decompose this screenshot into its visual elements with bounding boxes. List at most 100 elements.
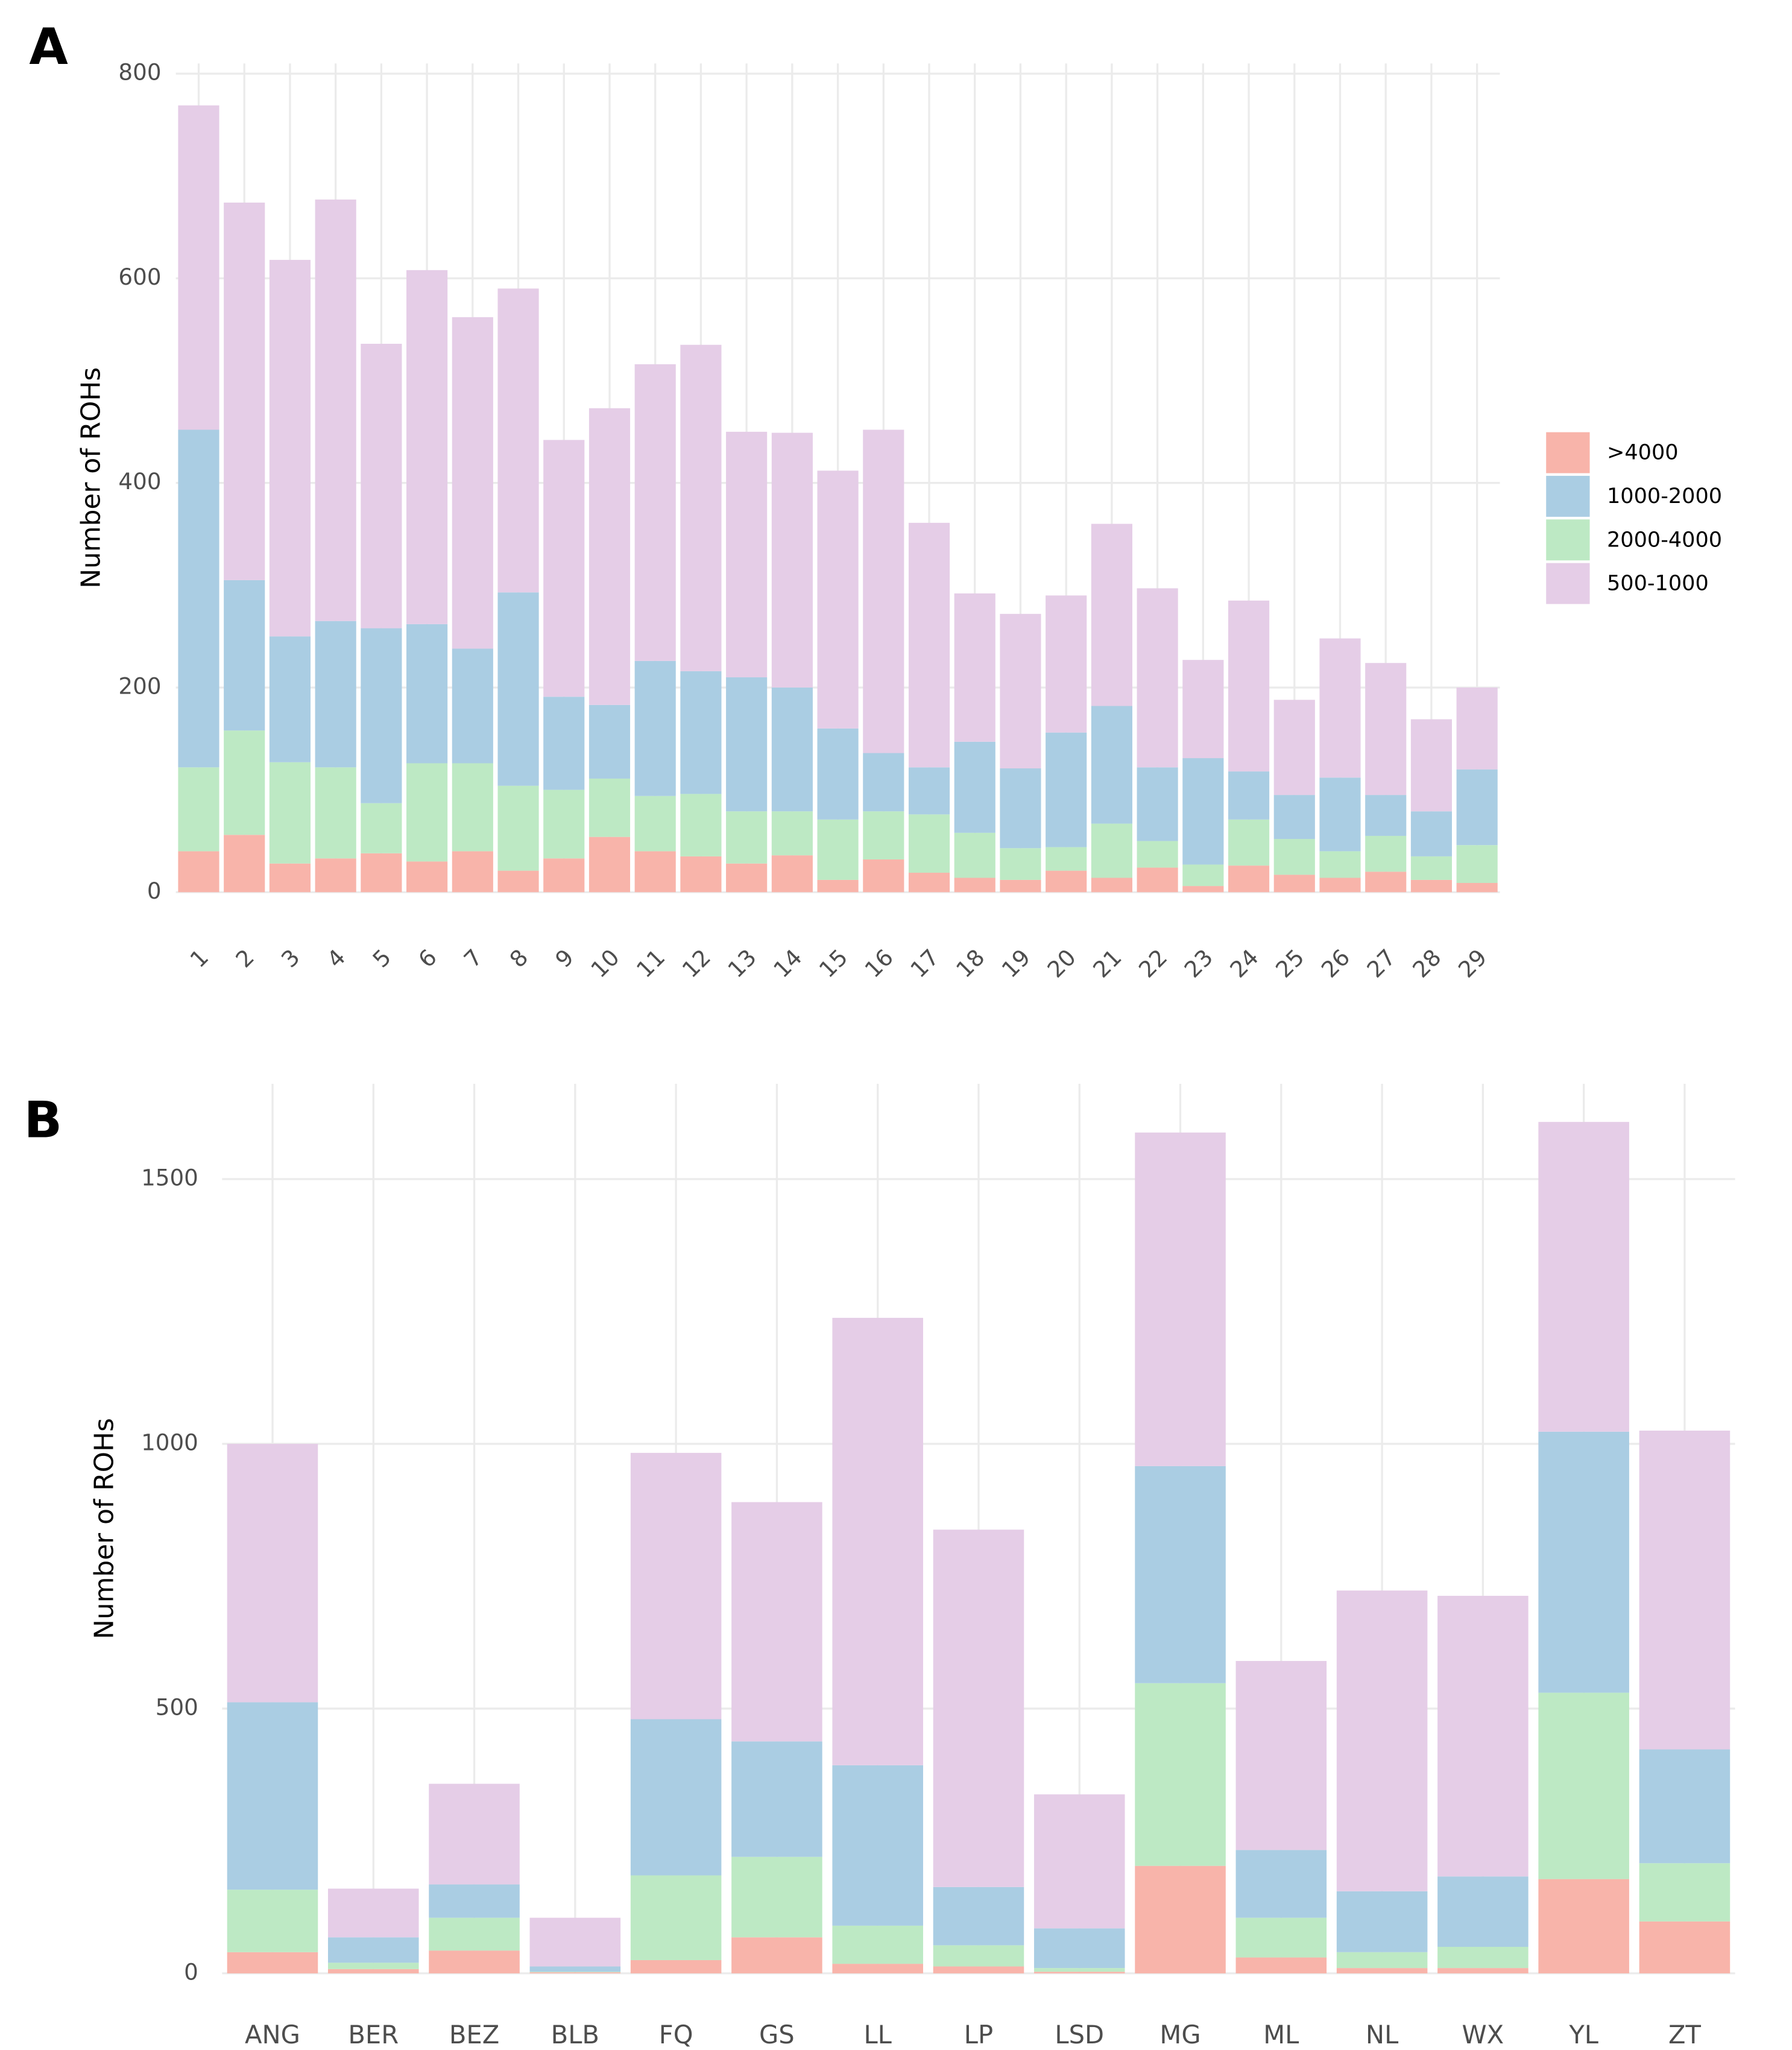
bar-segment: [227, 1443, 318, 1703]
bar-segment: [832, 1765, 923, 1926]
bar-segment: [1538, 1431, 1629, 1693]
bar-segment: [933, 1887, 1024, 1946]
y-tick-label: 200: [118, 672, 161, 699]
bar-segment: [361, 853, 402, 893]
x-tick-label: 13: [722, 944, 762, 983]
bar-segment: [227, 1702, 318, 1890]
bar-segment: [452, 763, 493, 852]
bar-segment: [1000, 613, 1041, 768]
bar-segment: [429, 1783, 520, 1885]
bar-segment: [1033, 1928, 1125, 1969]
x-tick-label: 23: [1179, 944, 1218, 983]
bar-segment: [1273, 700, 1315, 796]
x-tick-label: 4: [322, 944, 351, 973]
legend-label: 2000-4000: [1607, 527, 1722, 552]
bar-segment: [832, 1964, 923, 1973]
bar-segment: [933, 1530, 1024, 1887]
bar-segment: [1319, 638, 1361, 778]
bar-segment: [1639, 1431, 1730, 1750]
bar-segment: [630, 1875, 722, 1960]
bar-segment: [1000, 879, 1041, 893]
bar-segment: [588, 837, 631, 893]
bar-segment: [497, 785, 539, 871]
x-tick-label: 1: [185, 944, 213, 973]
bar-segment: [954, 832, 995, 878]
bar-segment: [726, 431, 768, 678]
bar-segment: [1639, 1921, 1730, 1973]
bar-segment: [224, 730, 265, 835]
x-tick-label: BEZ: [449, 2020, 499, 2049]
bar-segment: [634, 796, 676, 852]
bar-segment: [1456, 769, 1498, 846]
bar-segment: [863, 429, 904, 753]
bar-segment: [315, 199, 356, 621]
bar-segment: [1336, 1891, 1428, 1952]
bar-segment: [1137, 867, 1178, 893]
bar-segment: [178, 105, 219, 430]
legend-swatch: [1546, 563, 1590, 604]
bar-segment: [954, 593, 995, 742]
bar-segment: [1091, 524, 1132, 706]
bar-segment: [1336, 1590, 1428, 1891]
x-tick-label: 15: [814, 944, 853, 983]
x-tick-label: 9: [550, 944, 579, 973]
bar-segment: [429, 1950, 520, 1973]
x-tick-label: 24: [1225, 944, 1264, 983]
x-tick-label: BLB: [551, 2020, 599, 2049]
bar-segment: [1437, 1595, 1529, 1877]
bar-segment: [630, 1960, 722, 1973]
bar-segment: [315, 858, 356, 893]
bar-segment: [1235, 1917, 1327, 1958]
bar-segment: [1235, 1660, 1327, 1850]
bar-segment: [832, 1925, 923, 1964]
panel-label: B: [24, 1091, 62, 1150]
bar-segment: [1137, 588, 1178, 768]
bar-segment: [1091, 878, 1132, 893]
bar-segment: [726, 677, 768, 812]
bar-segment: [1639, 1749, 1730, 1864]
bar-segment: [224, 202, 265, 580]
bar-segment: [1235, 1850, 1327, 1918]
bar-segment: [327, 1969, 419, 1973]
x-tick-label: LP: [964, 2020, 993, 2049]
bar-segment: [634, 660, 676, 796]
x-tick-label: MG: [1159, 2020, 1200, 2049]
bar-segment: [817, 819, 859, 880]
bar-segment: [817, 470, 859, 729]
bar-segment: [1538, 1879, 1629, 1973]
x-tick-label: 7: [459, 944, 488, 973]
bar-segment: [269, 636, 311, 762]
x-tick-label: ZT: [1668, 2020, 1702, 2049]
bar-segment: [771, 855, 813, 893]
bar-segment: [1182, 660, 1224, 759]
bar-segment: [529, 1917, 621, 1967]
x-tick-label: ML: [1263, 2020, 1299, 2049]
bar-segment: [543, 440, 585, 697]
x-tick-label: LSD: [1055, 2020, 1104, 2049]
x-tick-label: 18: [951, 944, 990, 983]
bar-segment: [588, 778, 631, 837]
legend-swatch: [1546, 475, 1590, 517]
bar-segment: [908, 873, 950, 893]
bar-segment: [1228, 819, 1270, 866]
y-tick-label: 0: [147, 878, 162, 904]
x-tick-label: 25: [1270, 944, 1310, 983]
bar-segment: [178, 851, 219, 893]
x-tick-label: 21: [1088, 944, 1127, 983]
bar-segment: [1410, 879, 1453, 893]
bar-segment: [954, 741, 995, 833]
bar-segment: [429, 1917, 520, 1951]
x-tick-label: 20: [1042, 944, 1081, 983]
bar-segment: [933, 1945, 1024, 1967]
bar-segment: [497, 288, 539, 593]
y-tick-label: 500: [156, 1694, 198, 1720]
bar-segment: [1033, 1968, 1125, 1972]
x-tick-label: 27: [1361, 944, 1401, 983]
bar-segment: [327, 1937, 419, 1963]
bar-segment: [1182, 864, 1224, 887]
bar-segment: [315, 767, 356, 859]
bar-segment: [178, 429, 219, 768]
legend-label: 500-1000: [1607, 571, 1709, 596]
bar-segment: [731, 1856, 822, 1938]
bar-segment: [954, 878, 995, 893]
